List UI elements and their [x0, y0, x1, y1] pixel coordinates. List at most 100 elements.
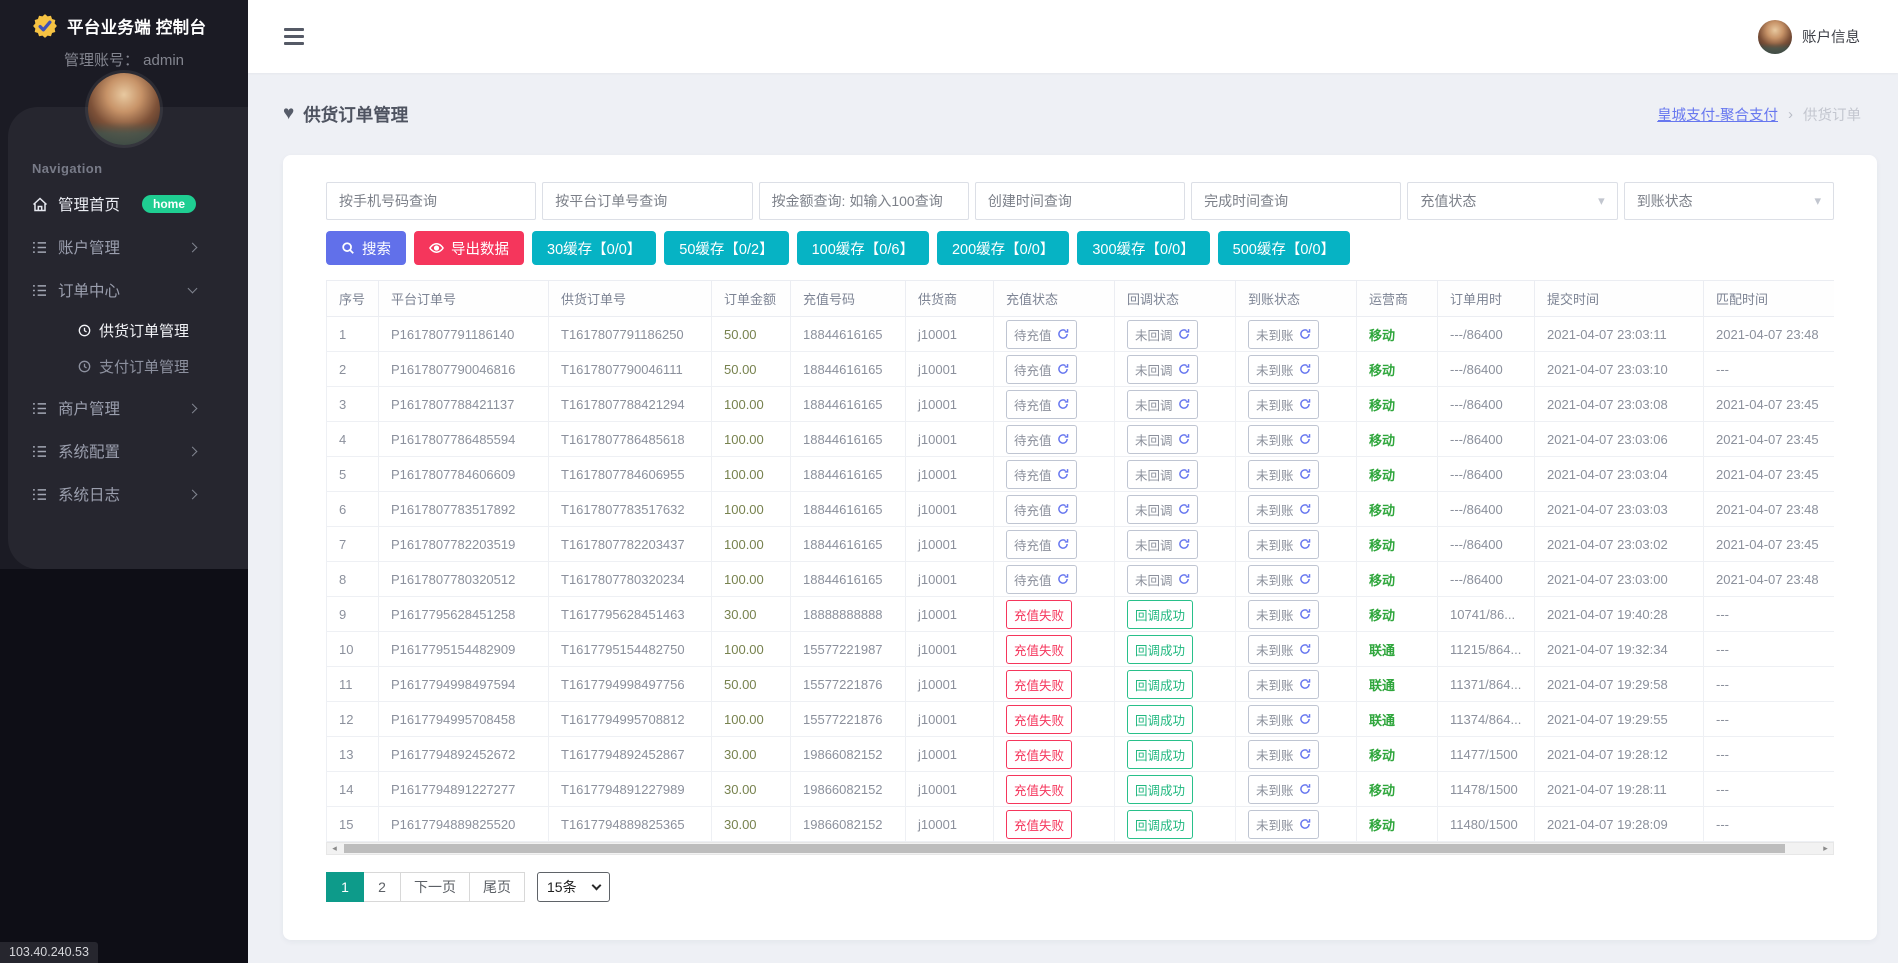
filter-phone-input[interactable] — [326, 182, 537, 220]
status-button[interactable]: 未到账 — [1248, 634, 1319, 664]
h-scrollbar[interactable]: ◂ ▸ — [326, 842, 1834, 855]
status-button[interactable]: 回调成功 — [1127, 634, 1194, 664]
sidebar-item-system-config[interactable]: 系统配置 — [8, 436, 248, 466]
status-button[interactable]: 未到账 — [1248, 389, 1319, 419]
status-button[interactable]: 未回调 — [1127, 319, 1198, 349]
sidebar-item-accounts[interactable]: 账户管理 — [8, 232, 248, 262]
export-data-button[interactable]: 导出数据 — [414, 231, 524, 265]
cache-button-100[interactable]: 100缓存【0/6】 — [796, 231, 929, 265]
status-button[interactable]: 未到账 — [1248, 319, 1319, 349]
breadcrumb-parent-link[interactable]: 皇城支付-聚合支付 — [1657, 107, 1778, 124]
cell-phone: 18844616165 — [790, 386, 906, 422]
table-viewport: 序号 平台订单号 供货订单号 订单金额 充值号码 供货商 充值状态 回调状态 到账状态 运营商 订单… — [326, 280, 1834, 842]
cell-platform_no: P1617807786485594 — [378, 421, 549, 457]
status-button[interactable]: 未回调 — [1127, 494, 1198, 524]
cell-duration: 11480/1500 — [1437, 806, 1535, 842]
status-button[interactable]: 未到账 — [1248, 704, 1319, 734]
sidebar-item-home[interactable]: 管理首页 home — [8, 189, 248, 219]
status-button[interactable]: 未到账 — [1248, 424, 1319, 454]
status-button[interactable]: 充值失败 — [1006, 809, 1073, 839]
cell-submit_time: 2021-04-07 23:03:11 — [1534, 316, 1704, 352]
avatar — [88, 73, 160, 145]
last-page-button[interactable]: 尾页 — [469, 872, 525, 902]
status-button[interactable]: 待充值 — [1006, 424, 1077, 454]
next-page-button[interactable]: 下一页 — [400, 872, 470, 902]
cell-supplier: j10001 — [905, 456, 994, 492]
status-button[interactable]: 未到账 — [1248, 354, 1319, 384]
search-button[interactable]: 搜索 — [326, 231, 406, 265]
refresh-icon — [1057, 364, 1068, 374]
status-button[interactable]: 充值失败 — [1006, 704, 1073, 734]
status-button[interactable]: 未回调 — [1127, 389, 1198, 419]
filter-create-time-input[interactable] — [974, 182, 1186, 220]
status-button[interactable]: 未到账 — [1248, 809, 1319, 839]
sidebar-item-system-logs[interactable]: 系统日志 — [8, 479, 248, 509]
menu-toggle-icon[interactable] — [284, 28, 304, 45]
cell-recharge_status: 待充值 — [993, 351, 1115, 387]
cache-button-200[interactable]: 200缓存【0/0】 — [936, 231, 1070, 265]
cell-duration: 11371/864... — [1437, 666, 1535, 702]
sidebar-item-order-center[interactable]: 订单中心 — [8, 275, 248, 305]
status-button[interactable]: 未到账 — [1248, 739, 1319, 769]
status-button[interactable]: 待充值 — [1006, 354, 1077, 384]
filter-amount-input[interactable] — [758, 182, 969, 220]
cell-match_time: 2021-04-07 23:48 — [1703, 491, 1834, 527]
scroll-right-icon[interactable]: ▸ — [1823, 843, 1828, 853]
scroll-left-icon[interactable]: ◂ — [332, 843, 337, 853]
status-button[interactable]: 未回调 — [1127, 564, 1198, 594]
status-button[interactable]: 未回调 — [1127, 459, 1198, 489]
cell-duration: 10741/86... — [1437, 596, 1535, 632]
status-button[interactable]: 待充值 — [1006, 529, 1077, 559]
status-button[interactable]: 未到账 — [1248, 669, 1319, 699]
page-button-1[interactable]: 1 — [326, 872, 364, 902]
status-button[interactable]: 回调成功 — [1127, 739, 1194, 769]
filter-arrival-status-select[interactable]: 到账状态 ▾ — [1623, 182, 1834, 220]
cell-duration: ---/86400 — [1437, 561, 1535, 597]
page-button-2[interactable]: 2 — [363, 872, 401, 902]
status-button[interactable]: 未回调 — [1127, 354, 1198, 384]
cache-button-30[interactable]: 30缓存【0/0】 — [532, 231, 657, 265]
filter-recharge-status-select[interactable]: 充值状态 ▾ — [1407, 182, 1618, 220]
status-button[interactable]: 充值失败 — [1006, 739, 1073, 769]
page-size-select[interactable]: 15条 — [537, 872, 610, 902]
status-button[interactable]: 待充值 — [1006, 459, 1077, 489]
status-button[interactable]: 未到账 — [1248, 459, 1319, 489]
status-button[interactable]: 待充值 — [1006, 494, 1077, 524]
account-info-button[interactable]: 账户信息 — [1758, 19, 1860, 54]
status-button[interactable]: 充值失败 — [1006, 774, 1073, 804]
status-button[interactable]: 回调成功 — [1127, 774, 1194, 804]
status-button[interactable]: 待充值 — [1006, 389, 1077, 419]
cell-callback_status: 回调成功 — [1114, 806, 1236, 842]
sidebar-item-merchants[interactable]: 商户管理 — [8, 393, 248, 423]
status-button[interactable]: 充值失败 — [1006, 669, 1073, 699]
sidebar-item-supply-orders[interactable]: 供货订单管理 — [8, 316, 248, 344]
export-button-label: 导出数据 — [451, 241, 509, 258]
status-button[interactable]: 未到账 — [1248, 494, 1319, 524]
status-button[interactable]: 回调成功 — [1127, 599, 1194, 629]
status-button[interactable]: 回调成功 — [1127, 809, 1194, 839]
cache-button-500[interactable]: 500缓存【0/0】 — [1217, 231, 1351, 265]
status-button[interactable]: 未回调 — [1127, 529, 1198, 559]
status-button[interactable]: 充值失败 — [1006, 599, 1073, 629]
cache-button-50[interactable]: 50缓存【0/2】 — [664, 231, 789, 265]
column-header: 平台订单号 — [378, 280, 549, 317]
status-button[interactable]: 未到账 — [1248, 774, 1319, 804]
status-button[interactable]: 待充值 — [1006, 564, 1077, 594]
status-button[interactable]: 回调成功 — [1127, 704, 1194, 734]
filter-finish-time-input[interactable] — [1191, 182, 1402, 220]
status-button[interactable]: 待充值 — [1006, 319, 1077, 349]
cell-operator: 移动 — [1356, 421, 1438, 457]
h-scrollbar-thumb[interactable] — [344, 844, 1785, 853]
status-button[interactable]: 未到账 — [1248, 529, 1319, 559]
sidebar-item-payment-orders[interactable]: 支付订单管理 — [8, 352, 248, 380]
refresh-icon — [1178, 539, 1189, 549]
list-icon — [32, 284, 58, 297]
status-button[interactable]: 未回调 — [1127, 424, 1198, 454]
status-button[interactable]: 未到账 — [1248, 564, 1319, 594]
cache-button-300[interactable]: 300缓存【0/0】 — [1077, 231, 1210, 265]
status-button[interactable]: 回调成功 — [1127, 669, 1194, 699]
status-button[interactable]: 充值失败 — [1006, 634, 1073, 664]
cell-supplier: j10001 — [905, 666, 994, 702]
status-button[interactable]: 未到账 — [1248, 599, 1319, 629]
filter-platform-order-input[interactable] — [542, 182, 753, 220]
